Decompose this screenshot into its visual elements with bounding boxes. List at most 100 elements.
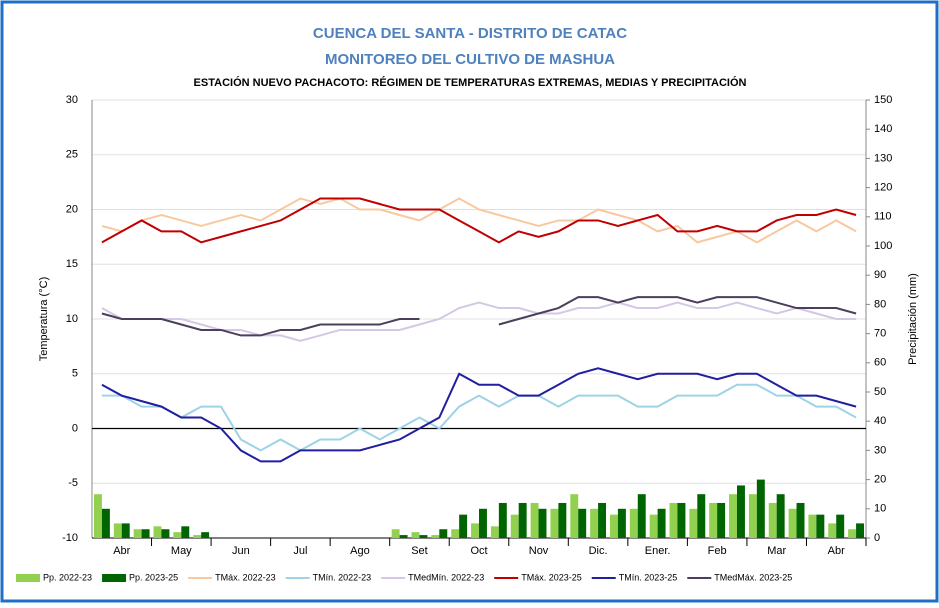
bar — [391, 529, 400, 538]
y-tick-label: 10 — [66, 313, 78, 325]
line — [101, 367, 857, 463]
y-tick-label: 20 — [66, 203, 78, 215]
x-tick-label: Jun — [232, 545, 250, 557]
bar — [101, 508, 110, 538]
bar — [717, 502, 726, 538]
bar — [748, 494, 757, 538]
bar — [451, 529, 460, 538]
y2-tick-label: 70 — [874, 328, 886, 340]
y2-tick-label: 120 — [874, 182, 892, 194]
bar — [411, 532, 420, 538]
bar — [629, 508, 638, 538]
x-tick-label: Oct — [470, 545, 487, 557]
x-tick-label: Abr — [828, 545, 845, 557]
bar — [578, 508, 587, 538]
bar — [836, 514, 845, 538]
y2-tick-label: 110 — [874, 211, 892, 223]
chart-caption: ESTACIÓN NUEVO PACHACOTO: RÉGIMEN DE TEM… — [194, 76, 747, 89]
y2-tick-label: 150 — [874, 94, 892, 106]
bar — [709, 502, 718, 538]
y2-tick-label: 60 — [874, 357, 886, 369]
x-tick-label: Mar — [767, 545, 786, 557]
y2-tick-label: 20 — [874, 474, 886, 486]
x-tick-label: Dic. — [589, 545, 608, 557]
bar — [471, 523, 479, 538]
bar — [201, 532, 210, 538]
bar — [729, 494, 737, 538]
bar — [816, 514, 825, 538]
bar — [113, 523, 122, 538]
y2-tick-label: 0 — [874, 532, 880, 544]
bar — [649, 514, 658, 538]
bar — [609, 514, 618, 538]
chart-title: CUENCA DEL SANTA - DISTRITO DE CATAC — [313, 25, 627, 42]
bar — [756, 479, 765, 538]
y-tick-label: 25 — [66, 149, 78, 161]
y-axis-label: Temperatura (°C) — [38, 277, 50, 361]
x-tick-label: Set — [411, 545, 428, 557]
y-tick-label: -5 — [68, 477, 78, 489]
bar — [657, 508, 666, 538]
y2-tick-label: 140 — [874, 123, 892, 135]
bar — [538, 508, 547, 538]
bar — [788, 508, 797, 538]
y-tick-label: 15 — [66, 258, 78, 270]
y2-tick-label: 100 — [874, 240, 892, 252]
y2-axis-label: Precipitación (mm) — [907, 273, 919, 365]
x-tick-label: May — [171, 545, 192, 557]
legend-swatch — [102, 574, 127, 582]
bar — [856, 523, 865, 538]
bar — [617, 508, 626, 538]
bar — [419, 535, 428, 538]
y2-tick-label: 50 — [874, 386, 886, 398]
chart-subtitle: MONITOREO DEL CULTIVO DE MASHUA — [325, 51, 615, 68]
y2-tick-label: 10 — [874, 503, 886, 515]
bar — [677, 502, 686, 538]
bar — [550, 508, 559, 538]
bar — [490, 526, 499, 538]
bar — [848, 529, 857, 538]
bar — [590, 508, 599, 538]
legend-label: TMín. 2022-23 — [313, 572, 372, 582]
bar — [570, 494, 579, 538]
y2-tick-label: 80 — [874, 298, 886, 310]
bar — [637, 494, 646, 538]
x-tick-label: Jul — [293, 545, 307, 557]
bar — [181, 526, 190, 538]
y2-tick-label: 30 — [874, 444, 886, 456]
bar — [161, 529, 170, 538]
y2-tick-label: 130 — [874, 152, 892, 164]
bar — [697, 494, 706, 538]
y-tick-label: 0 — [72, 422, 78, 434]
legend-label: Pp. 2022-23 — [43, 572, 92, 582]
bar — [93, 494, 102, 538]
bar — [399, 535, 408, 538]
legend-label: TMín. 2023-25 — [619, 572, 678, 582]
bar — [431, 535, 440, 538]
y-tick-label: -10 — [62, 532, 78, 544]
legend-label: TMedMín. 2022-23 — [408, 572, 484, 582]
y-tick-label: 30 — [66, 94, 78, 106]
line — [498, 296, 857, 326]
x-tick-label: Feb — [708, 545, 727, 557]
line — [101, 312, 420, 337]
bar — [776, 494, 785, 538]
bar — [133, 529, 142, 538]
x-tick-label: Nov — [529, 545, 549, 557]
bar — [558, 502, 567, 538]
bar — [518, 502, 527, 538]
bar — [498, 502, 507, 538]
bar — [808, 514, 817, 538]
bar — [193, 535, 202, 538]
x-tick-label: Ener. — [645, 545, 671, 557]
legend-swatch — [16, 574, 40, 582]
bar — [153, 526, 162, 538]
bar — [669, 502, 678, 538]
bar — [141, 529, 150, 538]
y2-tick-label: 90 — [874, 269, 886, 281]
legend-label: TMáx. 2023-25 — [521, 572, 582, 582]
legend-label: TMedMáx. 2023-25 — [714, 572, 792, 582]
bar — [598, 502, 607, 538]
legend-label: Pp. 2023-25 — [129, 572, 178, 582]
